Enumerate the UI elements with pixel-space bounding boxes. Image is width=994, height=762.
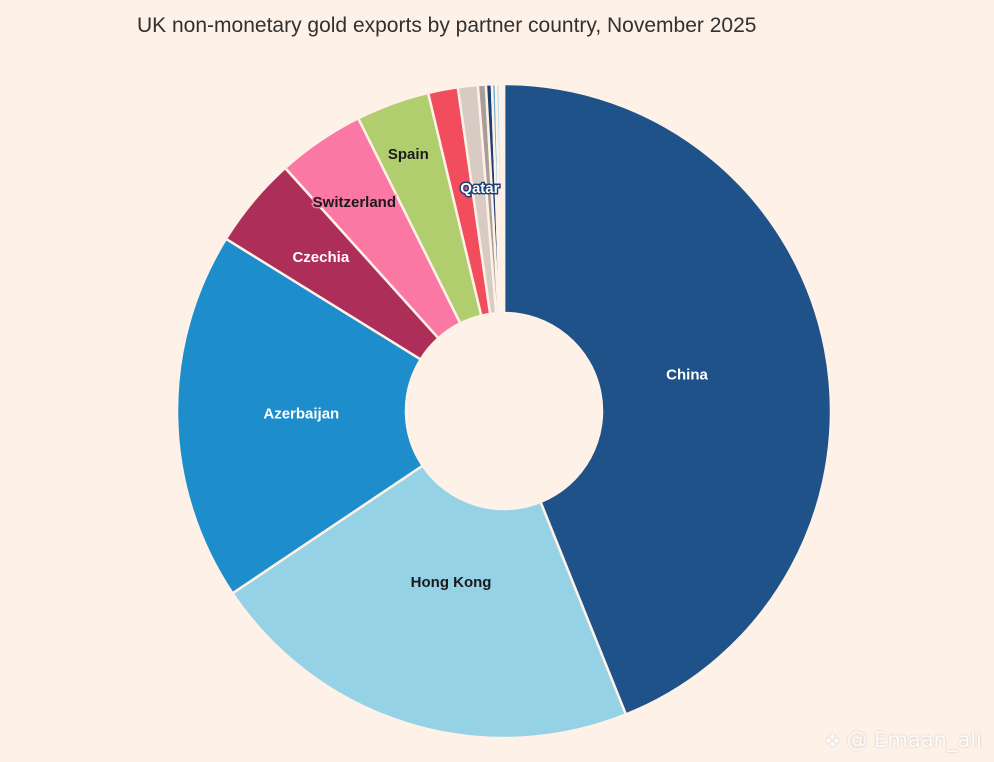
diamond-logo-icon: ❖ [824,731,841,752]
watermark: ❖ @ Emaan_ali [824,728,982,752]
slice-label-hong-kong: Hong Kong [411,574,492,591]
slice-label-czechia: Czechia [292,249,349,266]
slice-china [502,82,833,716]
label-group: China Hong Kong Azerbaijan Czechia Switzerla… [262,144,710,592]
slice-label-qatar: Qatar [460,180,499,197]
slice-group [175,82,833,740]
slice-azerbaijan [175,237,424,595]
slice-unlabelled-13 [500,82,506,315]
slice-label-spain: Spain [388,146,429,163]
watermark-text: @ Emaan_ali [846,728,983,752]
slice-label-switzerland: Switzerland [313,194,396,211]
chart-title: UK non-monetary gold exports by partner … [137,14,757,37]
slice-label-china: China [666,367,708,384]
slice-label-azerbaijan: Azerbaijan [263,406,339,423]
slice-hong-kong [231,464,628,740]
